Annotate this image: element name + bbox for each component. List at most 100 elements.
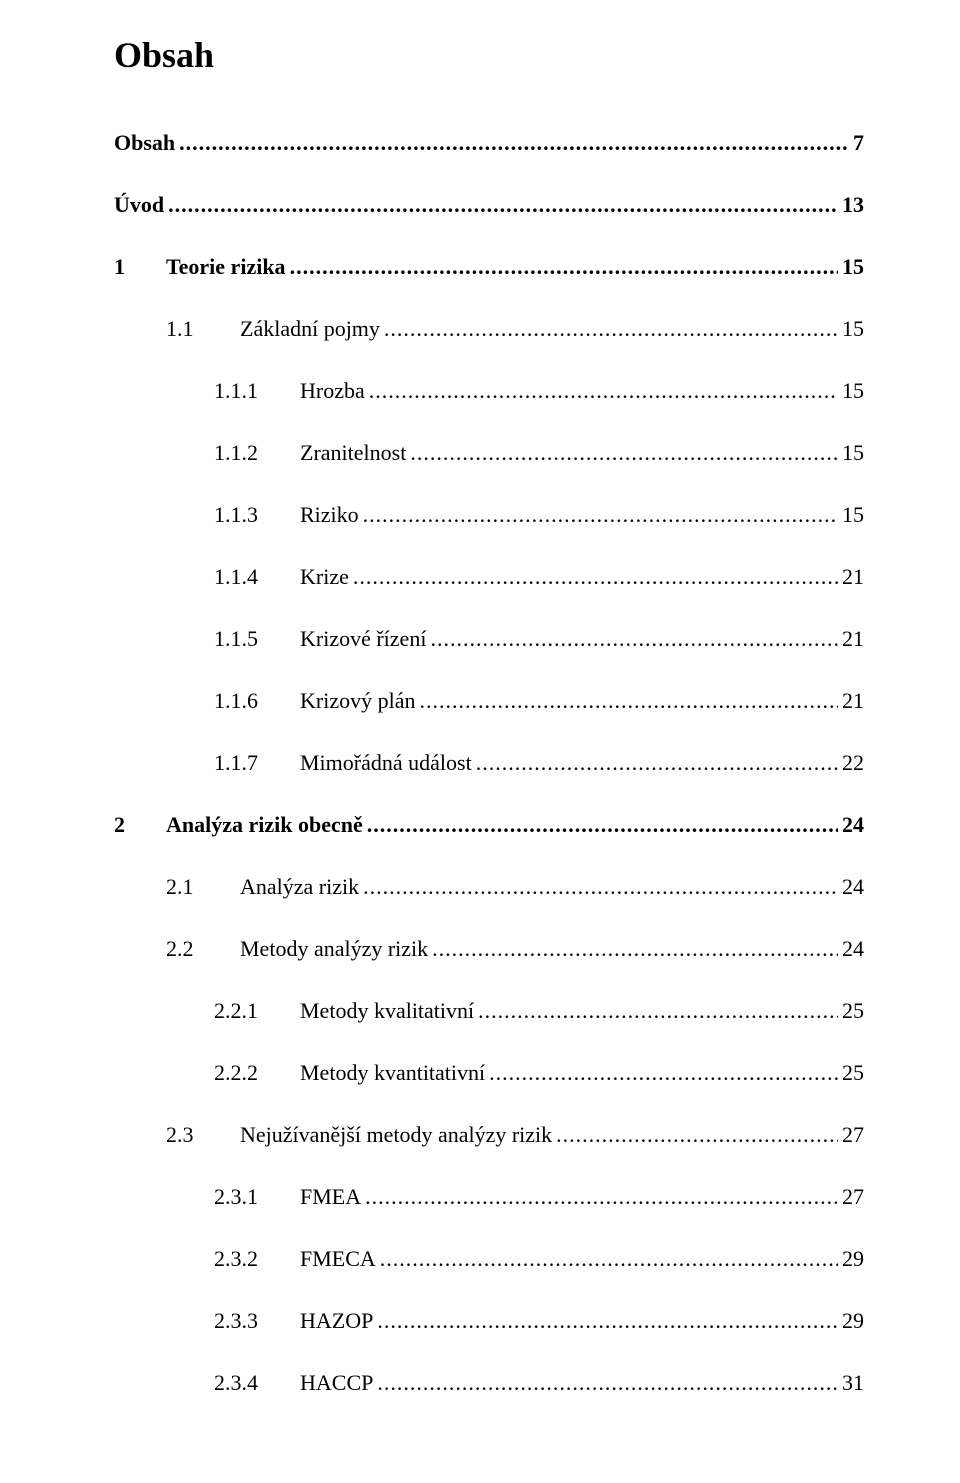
toc-entry-page: 25 bbox=[842, 998, 864, 1024]
toc-entry: 1.1.3Riziko.............................… bbox=[114, 502, 864, 528]
toc-entry: 2.3.4HACCP..............................… bbox=[114, 1370, 864, 1396]
toc-entry: 1Teorie rizika..........................… bbox=[114, 254, 864, 280]
toc-entry: 2.3.2FMECA..............................… bbox=[114, 1246, 864, 1272]
toc-entry: 2.3Nejužívanější metody analýzy rizik...… bbox=[114, 1122, 864, 1148]
toc-entry-page: 21 bbox=[842, 626, 864, 652]
toc-entry-page: 31 bbox=[842, 1370, 864, 1396]
toc-leader-dots: ........................................… bbox=[478, 998, 838, 1024]
toc-entry-number: 2.1 bbox=[166, 874, 240, 900]
toc-entry-page: 24 bbox=[842, 812, 864, 838]
toc-entry-label: Mimořádná událost bbox=[300, 750, 472, 776]
toc-entry-number: 1.1.7 bbox=[214, 750, 300, 776]
toc-entry: 2.1Analýza rizik........................… bbox=[114, 874, 864, 900]
toc-leader-dots: ........................................… bbox=[168, 192, 838, 218]
toc-entry: 1.1Základní pojmy.......................… bbox=[114, 316, 864, 342]
toc-leader-dots: ........................................… bbox=[410, 440, 838, 466]
toc-entry-page: 13 bbox=[842, 192, 864, 218]
toc-entry: 1.1.5Krizové řízení.....................… bbox=[114, 626, 864, 652]
toc-entry: 1.1.1Hrozba.............................… bbox=[114, 378, 864, 404]
toc-leader-dots: ........................................… bbox=[363, 502, 838, 528]
toc-entry-label: Krize bbox=[300, 564, 349, 590]
toc-entry-number: 2 bbox=[114, 812, 166, 838]
toc-entry-number: 2.2.1 bbox=[214, 998, 300, 1024]
toc-entry-number: 2.3.2 bbox=[214, 1246, 300, 1272]
toc-leader-dots: ........................................… bbox=[556, 1122, 838, 1148]
toc-entry-number: 2.2 bbox=[166, 936, 240, 962]
toc-leader-dots: ........................................… bbox=[430, 626, 838, 652]
toc-entry-label: Hrozba bbox=[300, 378, 365, 404]
toc-entry: 2.2.1Metody kvalitativní................… bbox=[114, 998, 864, 1024]
toc-entry-page: 29 bbox=[842, 1308, 864, 1334]
toc-entry-number: 1.1.2 bbox=[214, 440, 300, 466]
toc-entry-label: Teorie rizika bbox=[166, 254, 286, 280]
toc-entry-label: FMEA bbox=[300, 1184, 361, 1210]
toc-leader-dots: ........................................… bbox=[489, 1060, 838, 1086]
toc-entry-page: 15 bbox=[842, 502, 864, 528]
toc-entry: 1.1.2Zranitelnost.......................… bbox=[114, 440, 864, 466]
toc-entry: 2.2.2Metody kvantitativní...............… bbox=[114, 1060, 864, 1086]
toc-entry-page: 27 bbox=[842, 1122, 864, 1148]
toc-entry-number: 2.2.2 bbox=[214, 1060, 300, 1086]
toc-entry: Obsah...................................… bbox=[114, 130, 864, 156]
toc-entry-page: 15 bbox=[842, 378, 864, 404]
toc-entry-page: 21 bbox=[842, 688, 864, 714]
toc-entry-label: HAZOP bbox=[300, 1308, 373, 1334]
toc-entry-number: 1.1 bbox=[166, 316, 240, 342]
toc-leader-dots: ........................................… bbox=[353, 564, 838, 590]
toc-entry-number: 2.3.3 bbox=[214, 1308, 300, 1334]
toc-entry-number: 1.1.4 bbox=[214, 564, 300, 590]
toc-entry-page: 15 bbox=[842, 316, 864, 342]
toc-entry-label: Úvod bbox=[114, 192, 164, 218]
toc-entry-label: Metody kvalitativní bbox=[300, 998, 474, 1024]
toc-entry-number: 1.1.6 bbox=[214, 688, 300, 714]
toc-entry-label: Obsah bbox=[114, 130, 175, 156]
toc-leader-dots: ........................................… bbox=[419, 688, 838, 714]
toc-entry-page: 15 bbox=[842, 254, 864, 280]
toc-entry-label: Krizové řízení bbox=[300, 626, 426, 652]
toc-entry-label: Metody analýzy rizik bbox=[240, 936, 428, 962]
toc-leader-dots: ........................................… bbox=[363, 874, 838, 900]
toc-entry-label: Zranitelnost bbox=[300, 440, 406, 466]
toc-leader-dots: ........................................… bbox=[290, 254, 838, 280]
toc-entry-label: Metody kvantitativní bbox=[300, 1060, 485, 1086]
toc-entry: 1.1.4Krize..............................… bbox=[114, 564, 864, 590]
toc-entry-page: 27 bbox=[842, 1184, 864, 1210]
toc-entry-page: 25 bbox=[842, 1060, 864, 1086]
toc-entry-number: 2.3.4 bbox=[214, 1370, 300, 1396]
toc-entry-label: Nejužívanější metody analýzy rizik bbox=[240, 1122, 552, 1148]
toc-entry-page: 29 bbox=[842, 1246, 864, 1272]
toc-leader-dots: ........................................… bbox=[476, 750, 838, 776]
toc-leader-dots: ........................................… bbox=[367, 812, 838, 838]
toc-entry-number: 1.1.1 bbox=[214, 378, 300, 404]
toc-entry: 2Analýza rizik obecně...................… bbox=[114, 812, 864, 838]
toc-entry-number: 1.1.3 bbox=[214, 502, 300, 528]
toc-entry-label: Krizový plán bbox=[300, 688, 415, 714]
toc-entry-page: 24 bbox=[842, 936, 864, 962]
toc-entry-label: Riziko bbox=[300, 502, 359, 528]
toc-entry-label: HACCP bbox=[300, 1370, 373, 1396]
toc-entry-page: 21 bbox=[842, 564, 864, 590]
toc-entry-number: 1.1.5 bbox=[214, 626, 300, 652]
toc-entry-number: 2.3.1 bbox=[214, 1184, 300, 1210]
toc-entry-page: 15 bbox=[842, 440, 864, 466]
toc-entry: 2.3.3HAZOP..............................… bbox=[114, 1308, 864, 1334]
toc-entry-number: 2.3 bbox=[166, 1122, 240, 1148]
toc-leader-dots: ........................................… bbox=[377, 1308, 838, 1334]
toc-entry-page: 24 bbox=[842, 874, 864, 900]
toc-leader-dots: ........................................… bbox=[377, 1370, 838, 1396]
toc-entry: Úvod....................................… bbox=[114, 192, 864, 218]
toc-entry-label: FMECA bbox=[300, 1246, 376, 1272]
toc-entry-page: 7 bbox=[853, 130, 864, 156]
toc-entry-label: Analýza rizik obecně bbox=[166, 812, 363, 838]
toc-entry: 2.3.1FMEA...............................… bbox=[114, 1184, 864, 1210]
toc-entry: 2.2Metody analýzy rizik.................… bbox=[114, 936, 864, 962]
toc-entry-label: Základní pojmy bbox=[240, 316, 380, 342]
page-title: Obsah bbox=[114, 34, 864, 76]
toc-entry-label: Analýza rizik bbox=[240, 874, 359, 900]
table-of-contents: Obsah...................................… bbox=[114, 130, 864, 1396]
toc-leader-dots: ........................................… bbox=[365, 1184, 838, 1210]
toc-entry-number: 1 bbox=[114, 254, 166, 280]
toc-entry-page: 22 bbox=[842, 750, 864, 776]
toc-leader-dots: ........................................… bbox=[384, 316, 838, 342]
toc-leader-dots: ........................................… bbox=[179, 130, 849, 156]
